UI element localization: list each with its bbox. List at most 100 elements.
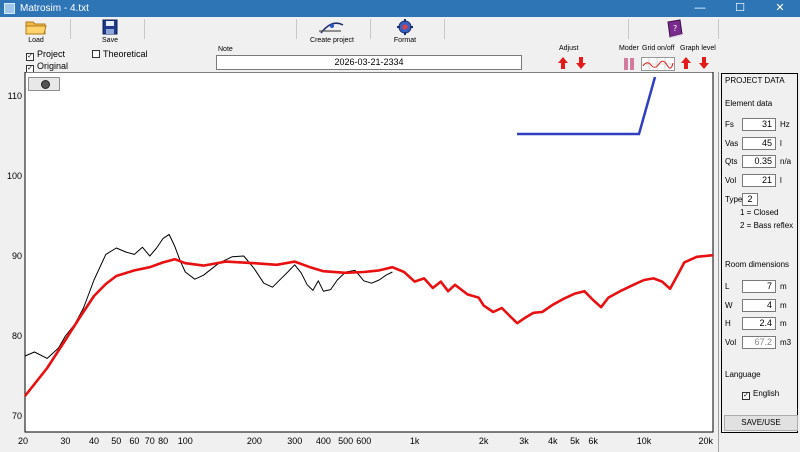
x-tick-label: 60 xyxy=(129,436,139,446)
toolbar-divider xyxy=(144,19,145,39)
graph-level-label: Graph level xyxy=(680,45,716,52)
create-project-label: Create project xyxy=(310,37,354,44)
project-checkbox[interactable]: ✓ Project xyxy=(26,49,65,61)
project-check-box[interactable]: ✓ xyxy=(26,53,34,61)
room-width-unit: m xyxy=(780,301,787,310)
x-tick-label: 100 xyxy=(178,436,193,446)
theoretical-checkbox-label: Theoretical xyxy=(103,49,148,59)
project-data-title: PROJECT DATA xyxy=(725,76,785,85)
language-check-box[interactable]: ✓ xyxy=(742,392,750,400)
vas-input[interactable]: 45 xyxy=(742,137,776,150)
load-label: Load xyxy=(28,37,44,44)
window-title: Matrosim - 4.txt xyxy=(20,3,89,14)
note-input[interactable]: 2026-03-21-2334 xyxy=(216,55,522,70)
x-tick-label: 70 xyxy=(145,436,155,446)
x-tick-label: 3k xyxy=(519,436,529,446)
qts-label: Qts xyxy=(725,157,738,166)
vas-unit: l xyxy=(780,139,782,148)
gear-icon xyxy=(397,19,413,35)
y-tick-label: 100 xyxy=(7,171,22,181)
x-tick-label: 30 xyxy=(60,436,70,446)
app-icon xyxy=(4,3,15,14)
original-checkbox-label: Original xyxy=(37,61,69,71)
help-book-icon: ? xyxy=(667,19,683,38)
fs-input[interactable]: 31 xyxy=(742,118,776,131)
language-english-label: English xyxy=(753,389,780,398)
x-tick-label: 20 xyxy=(18,436,28,446)
element-data-title: Element data xyxy=(725,99,773,108)
moder-label: Moder xyxy=(619,45,639,52)
fs-unit: Hz xyxy=(780,120,790,129)
toolbar-divider xyxy=(444,19,445,39)
overlay-marker-line xyxy=(517,76,657,136)
vol-unit: l xyxy=(780,176,782,185)
moder-icon[interactable] xyxy=(623,57,635,71)
title-bar: Matrosim - 4.txt — ☐ ✕ xyxy=(0,0,800,17)
x-tick-label: 400 xyxy=(316,436,331,446)
toolbar-divider xyxy=(370,19,371,39)
project-checkbox-label: Project xyxy=(37,49,66,59)
grid-toggle-label: Grid on/off xyxy=(642,45,675,52)
toolbar-divider xyxy=(296,19,297,39)
frequency-response-chart: 70 80 90 100 110 20 30 40 50 60 70 80 100 200 300 400 5… xyxy=(0,72,718,452)
x-tick-label: 20k xyxy=(698,436,713,446)
project-response-curve xyxy=(23,253,714,397)
toolbar-divider xyxy=(628,19,629,39)
adjust-down-arrow-icon[interactable] xyxy=(575,56,587,70)
x-tick-label: 600 xyxy=(356,436,371,446)
snapshot-button[interactable] xyxy=(28,77,60,91)
minimize-button[interactable]: — xyxy=(694,2,706,14)
x-tick-label: 300 xyxy=(287,436,302,446)
room-volume-unit: m3 xyxy=(780,338,792,347)
room-height-unit: m xyxy=(780,319,787,328)
note-label: Note xyxy=(218,46,233,53)
vol-label: Vol xyxy=(725,176,737,185)
x-tick-label: 2k xyxy=(479,436,489,446)
svg-text:?: ? xyxy=(673,24,677,33)
project-data-panel: PROJECT DATA Element data Fs 31 Hz Vas 4… xyxy=(718,72,800,452)
graph-level-down-arrow-icon[interactable] xyxy=(698,56,710,70)
save-label: Save xyxy=(102,37,118,44)
vas-label: Vas xyxy=(725,139,739,148)
room-length-input[interactable]: 7 xyxy=(742,280,776,293)
room-dimensions-title: Room dimensions xyxy=(725,260,790,269)
theoretical-checkbox[interactable]: Theoretical xyxy=(92,49,148,59)
grid-toggle-icon[interactable] xyxy=(641,57,675,71)
qts-unit: n/a xyxy=(780,157,792,166)
toolbar-divider xyxy=(718,19,719,39)
floppy-disk-icon xyxy=(102,19,118,35)
fs-label: Fs xyxy=(725,120,734,129)
plot-area xyxy=(24,72,714,433)
maximize-button[interactable]: ☐ xyxy=(735,2,745,14)
theoretical-check-box[interactable] xyxy=(92,50,100,58)
room-width-input[interactable]: 4 xyxy=(742,299,776,312)
compass-icon xyxy=(319,22,344,34)
save-use-button[interactable]: SAVE/USE xyxy=(724,415,798,431)
y-tick-label: 110 xyxy=(8,91,22,101)
type-label: Type xyxy=(725,195,743,204)
type-input[interactable]: 2 xyxy=(742,193,758,206)
room-height-label: H xyxy=(725,319,731,328)
type-hint-bass-reflex: 2 = Bass reflex xyxy=(740,221,794,230)
language-english-checkbox[interactable]: ✓ English xyxy=(742,389,779,400)
x-tick-label: 10k xyxy=(637,436,652,446)
room-width-label: W xyxy=(725,301,733,310)
x-tick-label: 5k xyxy=(570,436,580,446)
x-tick-label: 1k xyxy=(410,436,420,446)
type-hint-closed: 1 = Closed xyxy=(740,208,779,217)
vol-input[interactable]: 21 xyxy=(742,174,776,187)
room-height-input[interactable]: 2.4 xyxy=(742,317,776,330)
x-tick-label: 50 xyxy=(111,436,121,446)
y-tick-label: 80 xyxy=(12,331,22,341)
y-tick-label: 70 xyxy=(12,411,22,421)
x-tick-label: 200 xyxy=(247,436,262,446)
close-button[interactable]: ✕ xyxy=(775,2,785,14)
x-tick-label: 500 xyxy=(338,436,353,446)
qts-input[interactable]: 0.35 xyxy=(742,155,776,168)
graph-level-up-arrow-icon[interactable] xyxy=(680,56,692,70)
room-volume-label: Vol xyxy=(725,338,737,347)
adjust-label: Adjust xyxy=(559,45,579,52)
adjust-up-arrow-icon[interactable] xyxy=(557,56,569,70)
x-tick-label: 4k xyxy=(548,436,558,446)
